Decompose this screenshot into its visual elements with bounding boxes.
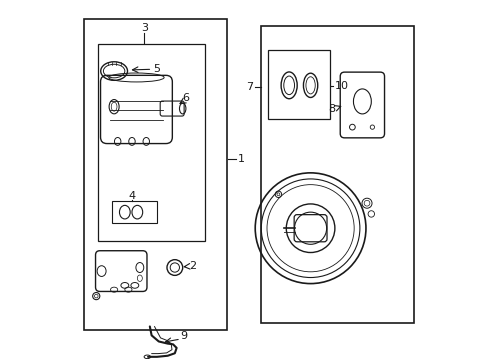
Bar: [112, 202, 157, 223]
Text: 9: 9: [180, 332, 187, 342]
Bar: [98, 44, 205, 241]
Bar: [83, 19, 226, 330]
Bar: [260, 26, 413, 323]
Text: 8: 8: [328, 104, 335, 113]
Text: 10: 10: [334, 81, 348, 91]
Text: 1: 1: [237, 154, 244, 163]
Text: 5: 5: [153, 64, 160, 74]
Text: 2: 2: [189, 261, 196, 271]
Text: 4: 4: [128, 191, 135, 201]
Text: 6: 6: [182, 93, 189, 103]
Text: 7: 7: [246, 82, 253, 92]
Bar: [267, 50, 329, 119]
Text: 3: 3: [141, 23, 148, 33]
